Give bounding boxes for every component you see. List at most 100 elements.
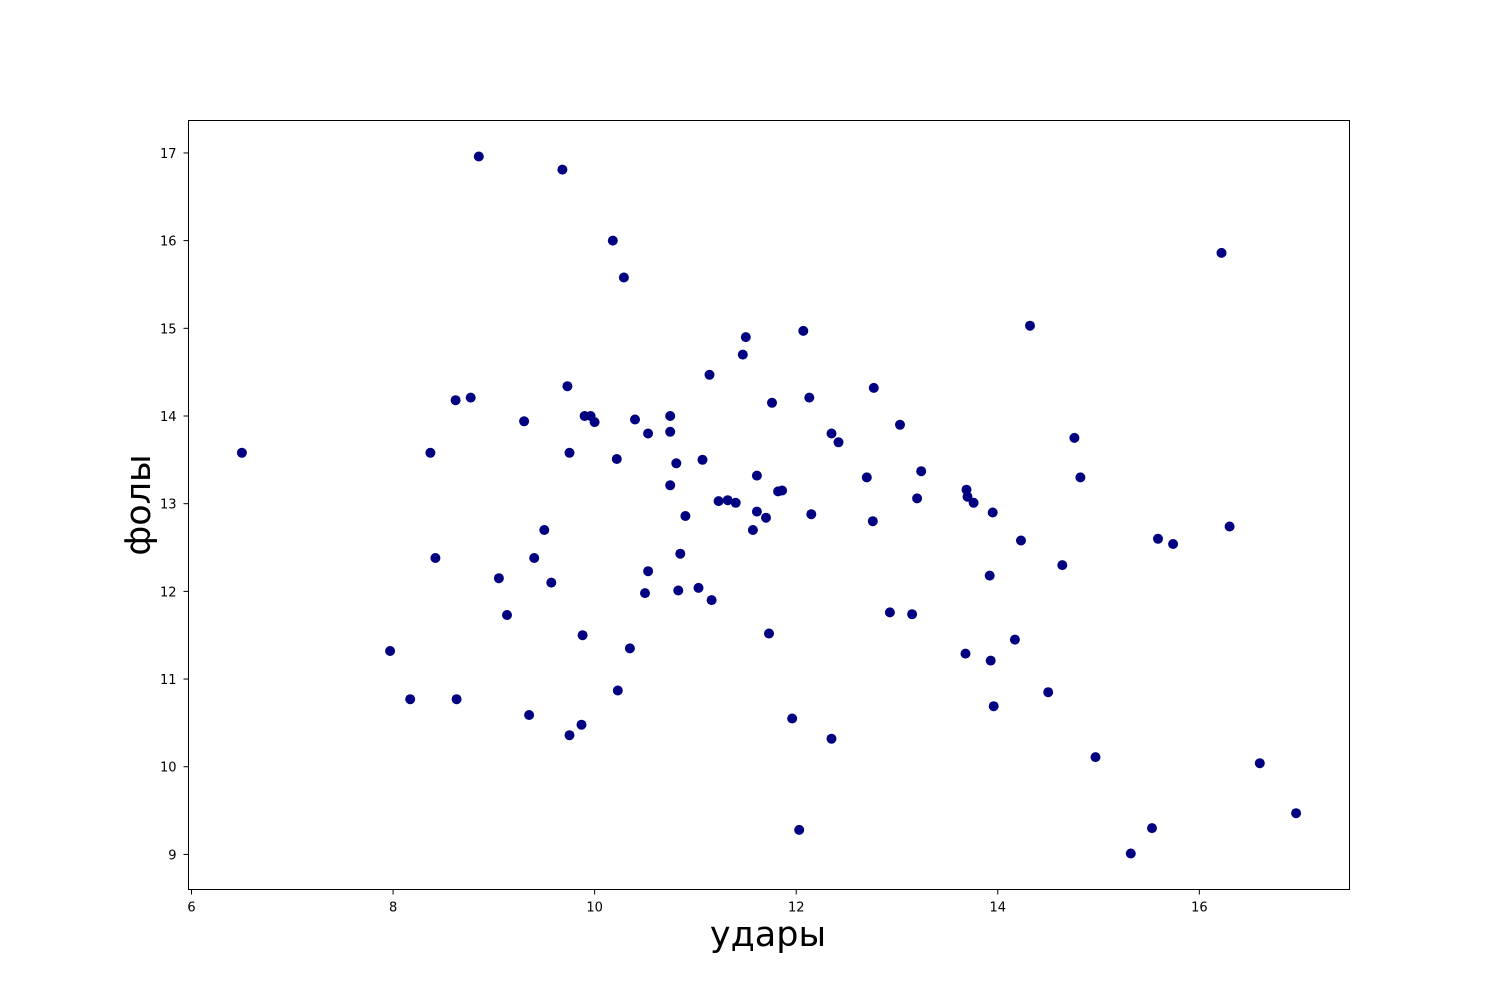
data-point [519, 416, 530, 427]
data-point [895, 419, 905, 430]
data-points [236, 151, 1302, 859]
data-point [764, 628, 774, 639]
data-point [968, 497, 979, 508]
data-point [576, 719, 587, 730]
data-point [907, 609, 918, 620]
data-point [988, 701, 999, 712]
x-tick-label: 12 [788, 901, 805, 916]
data-point [740, 332, 751, 343]
data-point [1025, 320, 1035, 331]
y-tick-label: 14 [160, 410, 177, 425]
y-axis-ticks: 9 10 11 12 13 14 15 16 17 [160, 147, 189, 863]
data-point [826, 733, 837, 744]
data-point [706, 595, 717, 606]
data-point [643, 428, 654, 439]
x-tick-label: 8 [389, 901, 397, 916]
data-point [777, 485, 788, 496]
data-point [1147, 823, 1157, 834]
data-point [465, 392, 476, 403]
data-point [794, 824, 805, 835]
data-point [640, 588, 650, 599]
data-point [751, 470, 762, 481]
data-point [1224, 521, 1235, 532]
data-point [529, 553, 540, 563]
data-point [671, 458, 682, 469]
x-tick-label: 14 [990, 901, 1007, 916]
data-point [450, 395, 461, 406]
y-tick-label: 9 [168, 848, 176, 863]
data-point [884, 607, 895, 618]
data-point [798, 325, 809, 336]
data-point [236, 447, 247, 458]
data-point [697, 454, 708, 465]
data-point [673, 585, 684, 596]
plot-frame [188, 120, 1350, 890]
data-point [1254, 758, 1265, 769]
data-point [747, 525, 758, 535]
data-point [557, 164, 568, 175]
data-point [713, 496, 724, 507]
data-point [562, 381, 573, 392]
data-point [1090, 752, 1101, 763]
data-point [680, 511, 691, 521]
data-point [624, 643, 635, 654]
data-point [1069, 432, 1080, 443]
data-point [524, 710, 535, 720]
data-point [564, 730, 575, 741]
data-point [612, 685, 623, 696]
data-point [833, 437, 844, 448]
data-point [1009, 634, 1020, 645]
data-point [722, 495, 733, 506]
data-point [539, 525, 550, 535]
data-point [826, 428, 837, 439]
data-point [1153, 533, 1163, 544]
data-point [564, 447, 575, 458]
data-point [473, 151, 484, 162]
x-tick-label: 10 [586, 901, 603, 916]
y-tick-label: 13 [160, 498, 177, 513]
y-tick-label: 15 [160, 322, 177, 337]
data-point [985, 655, 996, 666]
data-point [761, 512, 771, 523]
data-point [1075, 472, 1086, 483]
data-point [643, 566, 654, 577]
data-point [987, 507, 998, 518]
data-point [385, 646, 396, 656]
x-tick-label: 16 [1191, 901, 1208, 916]
data-point [1216, 247, 1227, 258]
data-point [1125, 848, 1136, 859]
data-point [868, 382, 879, 393]
data-point [618, 272, 629, 283]
data-point [730, 497, 741, 508]
data-point [751, 506, 762, 517]
y-axis-label: фолы [119, 454, 159, 555]
data-point [589, 417, 600, 428]
data-point [1168, 539, 1179, 549]
y-tick-label: 12 [160, 585, 177, 600]
data-point [493, 573, 504, 584]
data-point [912, 493, 923, 504]
x-axis-label: удары [710, 915, 826, 955]
data-point [804, 392, 815, 403]
data-point [960, 648, 971, 659]
data-point [665, 426, 676, 437]
data-point [767, 397, 777, 408]
data-point [607, 235, 618, 246]
data-point [1016, 535, 1026, 546]
data-point [704, 369, 715, 380]
data-point [425, 447, 436, 458]
data-point [577, 630, 588, 641]
data-point [546, 577, 557, 588]
data-point [1043, 687, 1054, 698]
data-point [962, 491, 973, 502]
x-axis-ticks: 6 8 10 12 14 16 [187, 889, 1208, 916]
data-point [861, 472, 872, 483]
data-point [451, 694, 462, 705]
data-point [502, 610, 512, 620]
data-point [867, 516, 878, 527]
data-point [1057, 560, 1068, 571]
data-point [916, 466, 927, 477]
data-point [787, 713, 798, 724]
